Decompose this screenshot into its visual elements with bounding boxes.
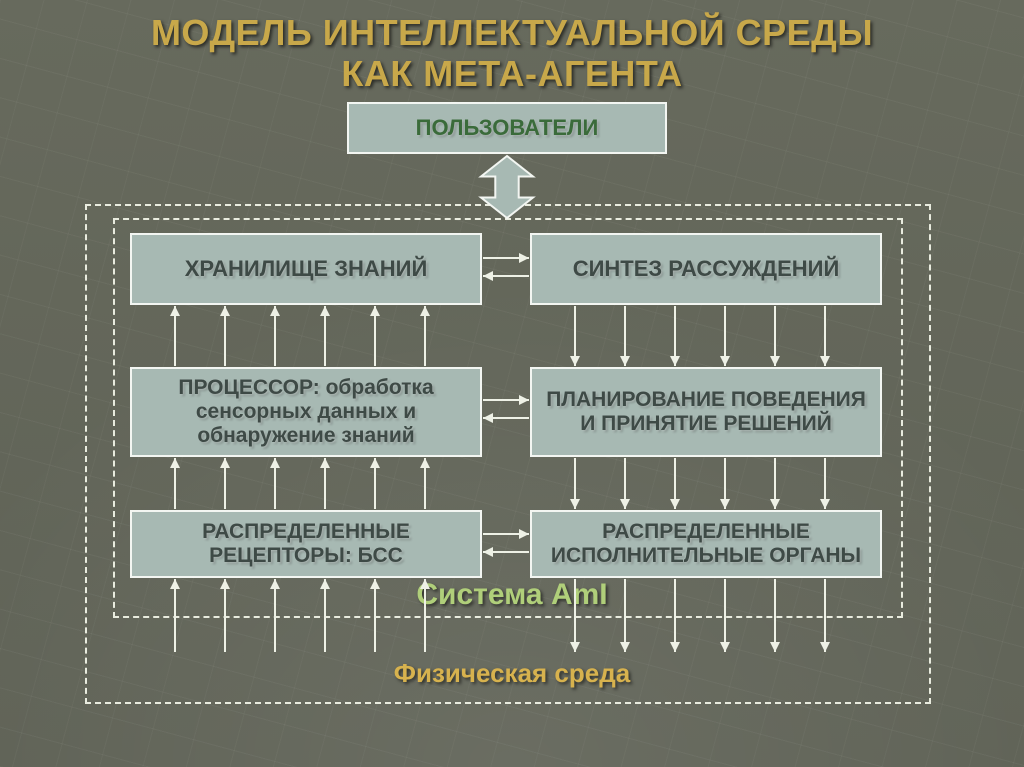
box-receptors: РАСПРЕДЕЛЕННЫЕ РЕЦЕПТОРЫ: БСС bbox=[130, 510, 482, 578]
box-users: ПОЛЬЗОВАТЕЛИ bbox=[347, 102, 667, 154]
box-processor: ПРОЦЕССОР: обработка сенсорных данных и … bbox=[130, 367, 482, 457]
box-users-label: ПОЛЬЗОВАТЕЛИ bbox=[416, 115, 599, 140]
slide-title: МОДЕЛЬ ИНТЕЛЛЕКТУАЛЬНОЙ СРЕДЫ КАК МЕТА-А… bbox=[0, 12, 1024, 95]
box-synth-label: СИНТЕЗ РАССУЖДЕНИЙ bbox=[573, 256, 840, 281]
box-executive: РАСПРЕДЕЛЕННЫЕ ИСПОЛНИТЕЛЬНЫЕ ОРГАНЫ bbox=[530, 510, 882, 578]
box-reasoning-synth: СИНТЕЗ РАССУЖДЕНИЙ bbox=[530, 233, 882, 305]
box-knowledge-storage: ХРАНИЛИЩЕ ЗНАНИЙ bbox=[130, 233, 482, 305]
title-line1: МОДЕЛЬ ИНТЕЛЛЕКТУАЛЬНОЙ СРЕДЫ bbox=[151, 12, 873, 53]
box-planning: ПЛАНИРОВАНИЕ ПОВЕДЕНИЯ И ПРИНЯТИЕ РЕШЕНИ… bbox=[530, 367, 882, 457]
box-exec-label: РАСПРЕДЕЛЕННЫЕ ИСПОЛНИТЕЛЬНЫЕ ОРГАНЫ bbox=[542, 520, 870, 568]
box-plan-label: ПЛАНИРОВАНИЕ ПОВЕДЕНИЯ И ПРИНЯТИЕ РЕШЕНИ… bbox=[542, 388, 870, 436]
box-storage-label: ХРАНИЛИЩЕ ЗНАНИЙ bbox=[185, 256, 428, 281]
phys-env-label: Физическая среда bbox=[0, 658, 1024, 689]
title-line2: КАК МЕТА-АГЕНТА bbox=[341, 53, 682, 94]
box-proc-label: ПРОЦЕССОР: обработка сенсорных данных и … bbox=[142, 376, 470, 448]
diagram-stage: МОДЕЛЬ ИНТЕЛЛЕКТУАЛЬНОЙ СРЕДЫ КАК МЕТА-А… bbox=[0, 0, 1024, 767]
system-label: Система AmI bbox=[0, 578, 1024, 612]
box-recept-label: РАСПРЕДЕЛЕННЫЕ РЕЦЕПТОРЫ: БСС bbox=[142, 520, 470, 568]
